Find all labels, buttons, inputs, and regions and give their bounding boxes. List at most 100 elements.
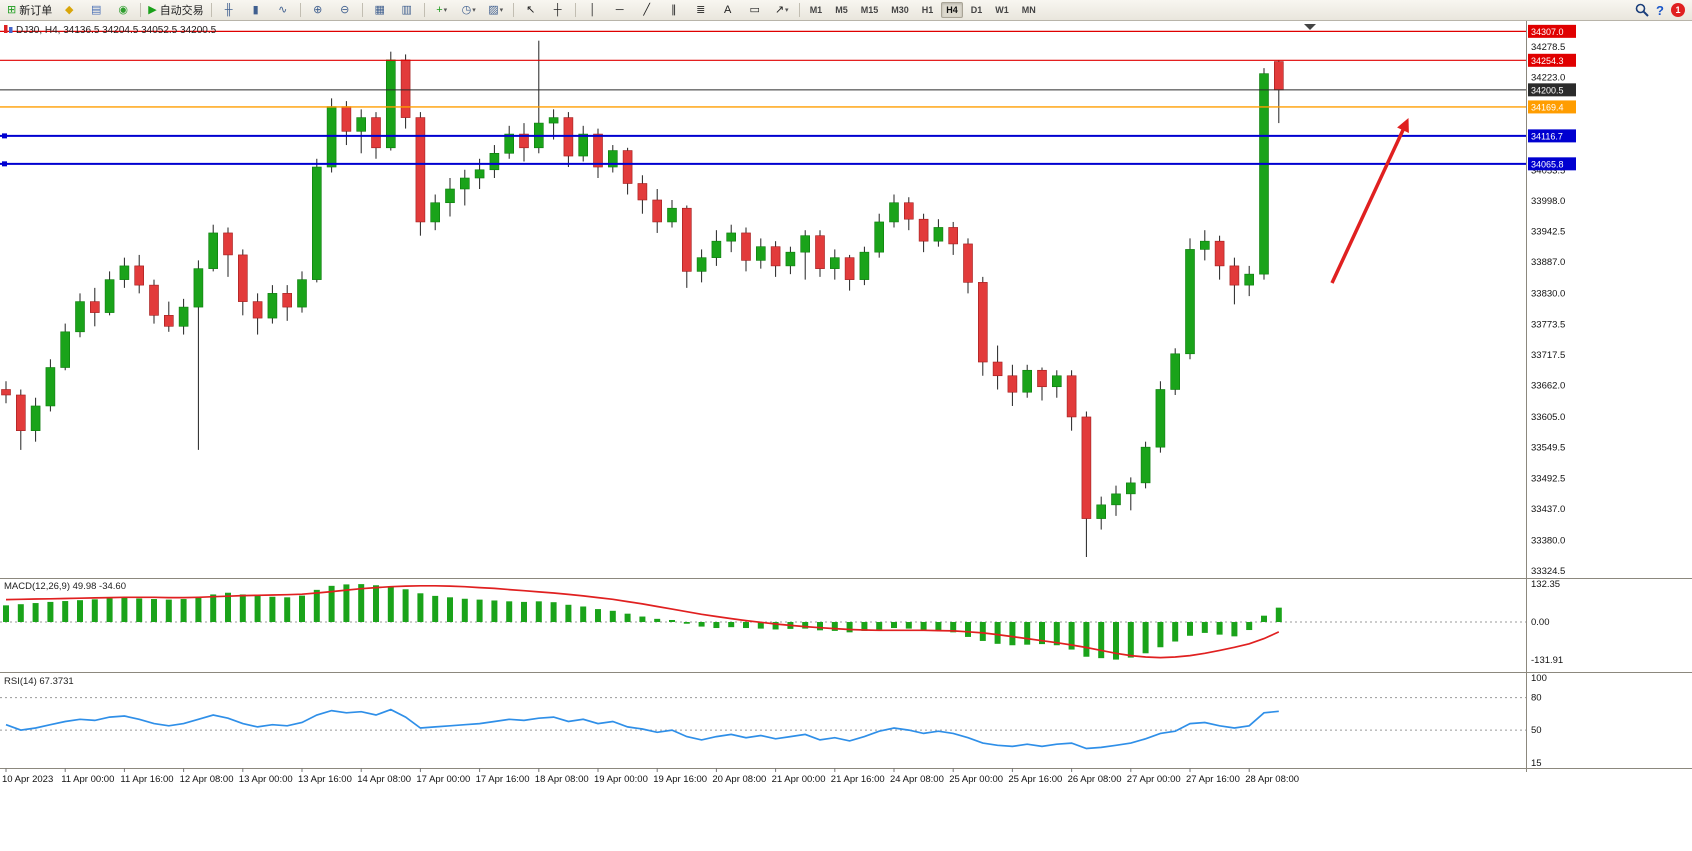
candlestick-chart-button[interactable]: ▮	[243, 0, 269, 20]
fibonacci-retracement-icon: ≣	[696, 3, 706, 16]
macd-histogram-bar	[550, 602, 557, 622]
toolbar-separator	[423, 3, 425, 17]
timeframe-h4-button[interactable]: H4	[941, 2, 963, 18]
time-axis-label: 19 Apr 00:00	[594, 774, 648, 785]
new-order-button[interactable]: ⊞ 新订单	[4, 0, 55, 20]
timeframe-m15-button[interactable]: M15	[860, 5, 879, 15]
auto-arrange-button[interactable]: ▥	[394, 0, 420, 20]
candle-body	[1007, 375, 1018, 393]
y-axis-tick-label: 33437.0	[1531, 504, 1565, 515]
timeframe-h1-button[interactable]: H1	[921, 5, 934, 15]
timeframe-m5-button[interactable]: M5	[835, 5, 848, 15]
trendline-button[interactable]: ╱	[634, 0, 660, 20]
macd-histogram-bar	[1142, 622, 1149, 654]
macd-histogram-bar	[1127, 622, 1134, 658]
timeframe-mn-button[interactable]: MN	[1021, 5, 1036, 15]
macd-histogram-bar	[698, 622, 705, 627]
y-axis-tick-label: 34278.5	[1531, 42, 1565, 53]
text-label-button[interactable]: ▭	[742, 0, 768, 20]
time-axis-label: 17 Apr 16:00	[476, 774, 530, 785]
auto-trading-label: 自动交易	[159, 5, 204, 17]
indicators-button[interactable]: + ▾	[429, 0, 455, 20]
time-axis-label: 14 Apr 08:00	[357, 774, 411, 785]
macd-histogram-bar	[269, 596, 276, 622]
timeframe-m30-button[interactable]: M30	[891, 5, 909, 15]
macd-histogram-bar	[521, 601, 527, 622]
time-axis-label: 25 Apr 00:00	[949, 774, 1003, 785]
periods-button[interactable]: ◷ ▾	[456, 0, 482, 20]
zoom-in-button[interactable]: ⊕	[305, 0, 331, 20]
cursor-button[interactable]: ↖	[518, 0, 544, 20]
timeframe-w1-button[interactable]: W1	[995, 5, 1009, 15]
toolbar-separator	[798, 3, 800, 17]
notification-badge[interactable]: 1	[1671, 3, 1685, 17]
macd-histogram-bar	[136, 598, 143, 622]
macd-histogram-bar	[861, 622, 868, 631]
auto-trading-button[interactable]: ▶ 自动交易	[145, 0, 206, 20]
horizontal-line-button[interactable]: ─	[607, 0, 633, 20]
macd-histogram-bar	[1024, 622, 1031, 645]
trend-arrow-annotation[interactable]	[1330, 118, 1409, 284]
toolbar-separator	[512, 3, 514, 17]
level-anchor-handle[interactable]	[2, 161, 7, 167]
candle-body	[815, 235, 825, 269]
macd-histogram-bar	[1157, 622, 1164, 648]
crosshair-button[interactable]: ┼	[545, 0, 571, 20]
macd-histogram-bar	[1231, 622, 1238, 637]
candle-body	[149, 284, 159, 316]
candle-body	[963, 243, 973, 283]
macd-histogram-layer	[3, 584, 1282, 660]
equidistant-channel-button[interactable]: ∥	[661, 0, 687, 20]
templates-icon: ▨	[488, 3, 499, 16]
candle-body	[948, 227, 959, 245]
price-badge-label: 34200.5	[1531, 85, 1564, 95]
candle-body	[60, 331, 71, 368]
candle-body	[445, 188, 455, 204]
fibonacci-retracement-button[interactable]: ≣	[688, 0, 714, 20]
y-axis-tick-label: 33717.5	[1531, 350, 1565, 361]
macd-histogram-bar	[876, 622, 883, 630]
macd-histogram-bar	[1275, 607, 1282, 622]
candle-body	[1229, 265, 1240, 286]
rsi-axis-label: 80	[1531, 693, 1542, 704]
chart-shift-marker-icon[interactable]	[1304, 24, 1316, 30]
level-anchor-handle[interactable]	[2, 133, 7, 139]
line-chart-button[interactable]: ∿	[270, 0, 296, 20]
text-button[interactable]: A	[715, 0, 741, 20]
macd-histogram-bar	[373, 585, 379, 622]
y-axis-tick-label: 34053.5	[1531, 166, 1565, 177]
macd-histogram-bar	[506, 601, 513, 622]
candle-body	[1200, 240, 1210, 250]
price-level-badge	[1528, 100, 1576, 114]
candle-body	[726, 232, 737, 242]
candle-body	[385, 59, 396, 149]
macd-histogram-bar	[535, 601, 542, 622]
templates-button[interactable]: ▨ ▾	[483, 0, 509, 20]
y-axis-tick-label: 33549.5	[1531, 442, 1565, 453]
tile-windows-button[interactable]: ▦	[367, 0, 393, 20]
candle-body	[1155, 389, 1166, 448]
zoom-out-button[interactable]: ⊖	[332, 0, 358, 20]
time-axis-label: 21 Apr 16:00	[831, 774, 885, 785]
macd-histogram-bar	[565, 604, 572, 622]
layouts-button[interactable]: ◆	[56, 0, 82, 20]
candle-body	[430, 202, 441, 223]
refresh-button[interactable]: ◉	[110, 0, 136, 20]
candle-body	[474, 169, 485, 179]
candle-body	[400, 59, 411, 118]
candle-body	[741, 232, 751, 261]
timeframe-d1-button[interactable]: D1	[970, 5, 983, 15]
timeframe-m1-button[interactable]: M1	[809, 5, 823, 15]
market-watch-button[interactable]: ▤	[83, 0, 109, 20]
candle-body	[1111, 493, 1121, 506]
vertical-line-button[interactable]: │	[580, 0, 606, 20]
bar-chart-button[interactable]: ╫	[216, 0, 242, 20]
candle-body	[1, 389, 11, 396]
arrows-list-button[interactable]: ↗ ▾	[769, 0, 795, 20]
candle-body	[1126, 482, 1136, 495]
help-icon[interactable]: ?	[1656, 2, 1664, 18]
time-axis-label: 28 Apr 08:00	[1245, 774, 1299, 785]
candle-body	[667, 207, 677, 223]
search-icon[interactable]	[1635, 3, 1649, 17]
macd-histogram-bar	[3, 605, 9, 622]
